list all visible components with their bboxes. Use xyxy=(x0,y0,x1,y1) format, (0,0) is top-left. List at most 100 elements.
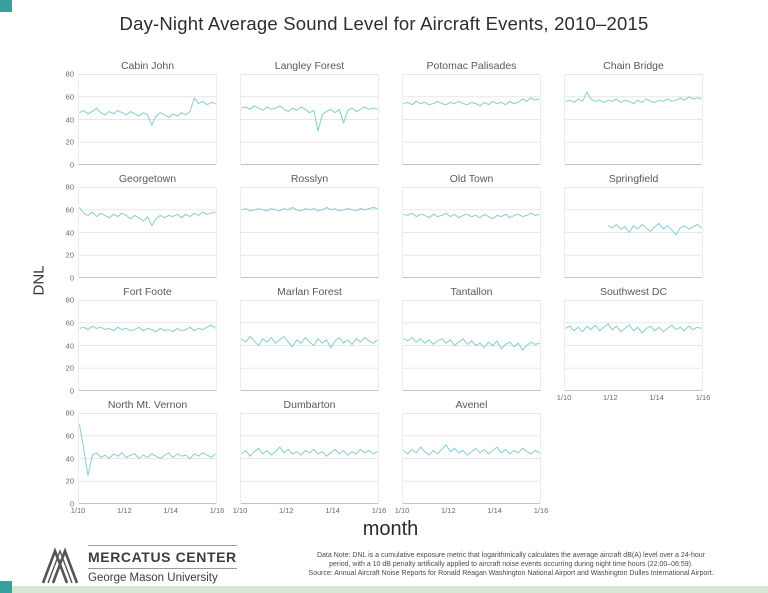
y-tick-label: 60 xyxy=(65,205,74,215)
panel-north-mt-vernon: North Mt. Vernon 0 20 40 60 80 1/10 1/12 1/14 1/1… xyxy=(66,399,225,515)
panel-southwest-dc: Southwest DC 1/10 1/12 1/14 1/16 xyxy=(557,286,711,402)
panel-chart xyxy=(240,413,379,504)
panel-springfield: Springfield xyxy=(564,173,703,278)
panel-chart xyxy=(78,300,217,391)
x-tick-label: 1/10 xyxy=(232,506,248,515)
panel-chart xyxy=(402,413,541,504)
panel-title: Langley Forest xyxy=(274,60,345,72)
y-tick-label: 60 xyxy=(65,318,74,328)
x-tick-label: 1/14 xyxy=(325,506,340,515)
dnl-line xyxy=(79,324,216,333)
x-tick-labels: 1/10 1/12 1/14 1/16 xyxy=(71,506,225,516)
y-tick-label: 60 xyxy=(65,92,74,102)
y-tick-label: 40 xyxy=(65,115,74,124)
panel-title: Rosslyn xyxy=(290,173,329,185)
panel-title: Dumbarton xyxy=(283,399,336,411)
panel-title: Marlan Forest xyxy=(277,286,342,298)
y-tick-label: 0 xyxy=(69,273,74,283)
panel-title: Cabin John xyxy=(120,60,175,72)
y-axis-label: DNL xyxy=(30,265,48,296)
y-tick-label: 20 xyxy=(65,250,74,260)
small-multiples-grid: Cabin John 0 20 40 60 80 Langley Forest Potomac… xyxy=(66,60,711,515)
y-tick-label: 40 xyxy=(65,454,74,463)
panel-title: Chain Bridge xyxy=(603,60,664,72)
dnl-line xyxy=(241,335,378,349)
panel-chart xyxy=(240,300,379,391)
y-tick-label: 80 xyxy=(65,295,74,305)
panel-chart xyxy=(240,187,379,278)
x-tick-labels: 1/10 1/12 1/14 1/16 xyxy=(557,393,711,403)
x-tick-label: 1/12 xyxy=(279,506,294,515)
panel-title: Springfield xyxy=(608,173,659,185)
panel-chart xyxy=(564,300,703,391)
panel-avenel: Avenel 1/10 1/12 1/14 1/16 xyxy=(395,399,549,515)
panel-chart xyxy=(402,187,541,278)
dnl-line xyxy=(241,446,378,457)
panel-chart xyxy=(402,74,541,165)
panel-title: Avenel xyxy=(455,399,488,411)
panel-title: Potomac Palisades xyxy=(426,60,517,72)
panel-dumbarton: Dumbarton 1/10 1/12 1/14 1/16 xyxy=(233,399,387,515)
y-tick-label: 0 xyxy=(69,499,74,509)
panel-chart xyxy=(564,74,703,165)
x-tick-label: 1/10 xyxy=(70,506,86,515)
y-tick-label: 20 xyxy=(65,476,74,486)
panel-title: Southwest DC xyxy=(599,286,668,298)
mercatus-m-icon xyxy=(41,547,79,584)
x-tick-label: 1/12 xyxy=(603,393,618,402)
data-note-line-3: Source: Annual Aircraft Noise Reports fo… xyxy=(308,570,714,577)
y-tick-label: 20 xyxy=(65,137,74,147)
dnl-line xyxy=(565,91,702,105)
y-tick-label: 80 xyxy=(65,69,74,79)
dnl-line xyxy=(607,222,702,236)
accent-square-bottom-left xyxy=(0,581,12,593)
panel-chart xyxy=(402,300,541,391)
dnl-line xyxy=(403,97,540,107)
y-tick-label: 80 xyxy=(65,182,74,192)
y-tick-label: 60 xyxy=(65,431,74,441)
panel-langley-forest: Langley Forest xyxy=(240,60,379,165)
panel-title: Fort Foote xyxy=(123,286,172,298)
panel-old-town: Old Town xyxy=(402,173,541,278)
logo-secondary-text: George Mason University xyxy=(88,572,218,584)
dnl-line xyxy=(403,337,540,351)
panel-title: Old Town xyxy=(449,173,494,185)
y-tick-label: 20 xyxy=(65,363,74,373)
data-note-line-2: period, with a 10 dB penalty artifically… xyxy=(329,561,693,568)
y-tick-label: 40 xyxy=(65,228,74,237)
logo-text-block: MERCATUS CENTER George Mason University xyxy=(88,545,237,584)
chart-title: Day-Night Average Sound Level for Aircra… xyxy=(119,13,649,34)
panel-title: North Mt. Vernon xyxy=(107,399,188,411)
panel-marlan-forest: Marlan Forest xyxy=(240,286,379,391)
x-tick-labels: 1/10 1/12 1/14 1/16 xyxy=(233,506,387,516)
x-axis-label: month xyxy=(362,518,419,540)
y-tick-label: 80 xyxy=(65,408,74,418)
x-tick-label: 1/14 xyxy=(649,393,664,402)
panel-chart xyxy=(78,413,217,504)
panel-title: Georgetown xyxy=(118,173,177,185)
data-note-line-1: Data Note: DNL is a cumulative exposure … xyxy=(316,552,706,559)
x-tick-labels: 1/10 1/12 1/14 1/16 xyxy=(395,506,549,516)
x-tick-label: 1/14 xyxy=(487,506,502,515)
dnl-line xyxy=(241,207,378,212)
footer-logo: MERCATUS CENTER George Mason University xyxy=(40,545,237,585)
panel-fort-foote: Fort Foote 0 20 40 60 80 xyxy=(66,286,217,396)
x-tick-label: 1/16 xyxy=(695,393,711,402)
dnl-line xyxy=(79,424,216,477)
panel-rosslyn: Rosslyn xyxy=(240,173,379,278)
dnl-line xyxy=(403,444,540,456)
x-tick-label: 1/14 xyxy=(163,506,178,515)
x-tick-label: 1/16 xyxy=(533,506,549,515)
panel-potomac-palisades: Potomac Palisades xyxy=(402,60,541,165)
accent-bar-bottom xyxy=(0,586,768,593)
accent-square-top-left xyxy=(0,0,12,12)
x-tick-label: 1/16 xyxy=(209,506,225,515)
panel-chart xyxy=(564,187,703,278)
panel-tantallon: Tantallon xyxy=(402,286,541,391)
logo-primary-text: MERCATUS CENTER xyxy=(88,549,237,569)
panel-cabin-john: Cabin John 0 20 40 60 80 xyxy=(66,60,217,170)
dnl-line xyxy=(79,97,216,126)
x-tick-label: 1/12 xyxy=(117,506,132,515)
y-tick-label: 0 xyxy=(69,386,74,396)
dnl-line xyxy=(241,105,378,132)
